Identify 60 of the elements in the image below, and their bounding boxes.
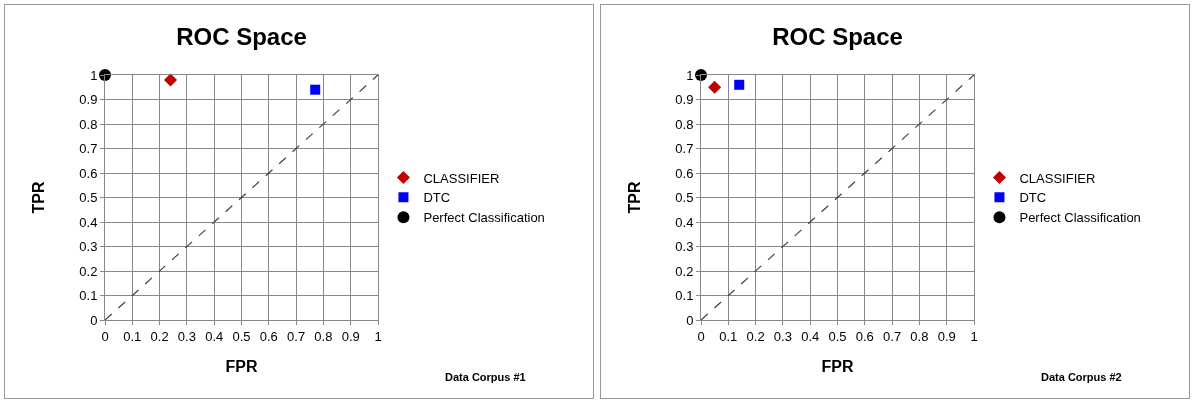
point bbox=[164, 73, 178, 87]
x-tick-label: 0.4 bbox=[205, 328, 224, 344]
legend-label: Perfect Classification bbox=[423, 210, 545, 226]
legend-label: DTC bbox=[423, 190, 451, 206]
x-tick-label: 0 bbox=[101, 328, 109, 344]
x-tick-label: 0.1 bbox=[123, 328, 142, 344]
x-tick-label: 0.4 bbox=[801, 328, 820, 344]
y-tick-label: 0.7 bbox=[675, 141, 694, 157]
x-tick-label: 0.8 bbox=[910, 328, 929, 344]
y-tick-label: 0.5 bbox=[675, 190, 694, 206]
x-tick-label: 0.8 bbox=[314, 328, 333, 344]
y-tick-label: 0.1 bbox=[79, 288, 98, 304]
y-tick-label: 1 bbox=[686, 67, 694, 83]
x-tick-label: 0.3 bbox=[773, 328, 792, 344]
y-tick-label: 0.8 bbox=[79, 116, 98, 132]
x-tick-label: 0.9 bbox=[341, 328, 360, 344]
x-tick-label: 1 bbox=[970, 328, 978, 344]
text: Data Corpus #2 bbox=[1041, 371, 1122, 383]
y-tick-label: 0.2 bbox=[79, 263, 98, 279]
y-tick-label: 0.6 bbox=[675, 165, 694, 181]
y-axis-title: TPR bbox=[30, 181, 48, 214]
y-tick-label: 0 bbox=[90, 312, 98, 328]
x-tick-label: 0.6 bbox=[855, 328, 874, 344]
x-tick-label: 0.5 bbox=[828, 328, 847, 344]
x-tick-label: 0 bbox=[697, 328, 705, 344]
text: Data Corpus #1 bbox=[445, 371, 526, 383]
x-tick-label: 0.1 bbox=[719, 328, 738, 344]
y-tick-label: 0.1 bbox=[675, 288, 694, 304]
y-tick-label: 0.3 bbox=[675, 239, 694, 255]
x-tick-label: 0.7 bbox=[287, 328, 306, 344]
y-tick-label: 0 bbox=[686, 312, 694, 328]
y-tick-label: 0.4 bbox=[79, 214, 98, 230]
y-tick-label: 0.2 bbox=[675, 263, 694, 279]
x-tick-label: 0.7 bbox=[883, 328, 902, 344]
legend-label: Perfect Classification bbox=[1019, 210, 1141, 226]
chart-title: ROC Space bbox=[176, 23, 307, 51]
y-tick-label: 0.7 bbox=[79, 141, 98, 157]
x-axis-title: FPR bbox=[821, 358, 854, 376]
y-tick-label: 1 bbox=[90, 67, 98, 83]
y-tick-label: 0.8 bbox=[675, 116, 694, 132]
x-axis-title: FPR bbox=[225, 358, 258, 376]
y-tick-label: 0.3 bbox=[79, 239, 98, 255]
y-tick-label: 0.5 bbox=[79, 190, 98, 206]
y-axis-title: TPR bbox=[626, 181, 644, 214]
x-tick-label: 0.6 bbox=[259, 328, 278, 344]
y-tick-label: 0.6 bbox=[79, 165, 98, 181]
y-tick-label: 0.4 bbox=[675, 214, 694, 230]
point bbox=[310, 84, 321, 95]
x-tick-label: 0.5 bbox=[232, 328, 251, 344]
legend-label: CLASSIFIER bbox=[423, 170, 500, 186]
legend-label: CLASSIFIER bbox=[1019, 170, 1096, 186]
chart-title: ROC Space bbox=[772, 23, 903, 51]
x-tick-label: 0.2 bbox=[746, 328, 765, 344]
x-tick-label: 0.2 bbox=[150, 328, 169, 344]
x-tick-label: 1 bbox=[374, 328, 382, 344]
x-tick-label: 0.9 bbox=[937, 328, 956, 344]
x-tick-label: 0.3 bbox=[177, 328, 196, 344]
legend-label: DTC bbox=[1019, 190, 1047, 206]
y-tick-label: 0.9 bbox=[79, 92, 98, 108]
y-tick-label: 0.9 bbox=[675, 92, 694, 108]
